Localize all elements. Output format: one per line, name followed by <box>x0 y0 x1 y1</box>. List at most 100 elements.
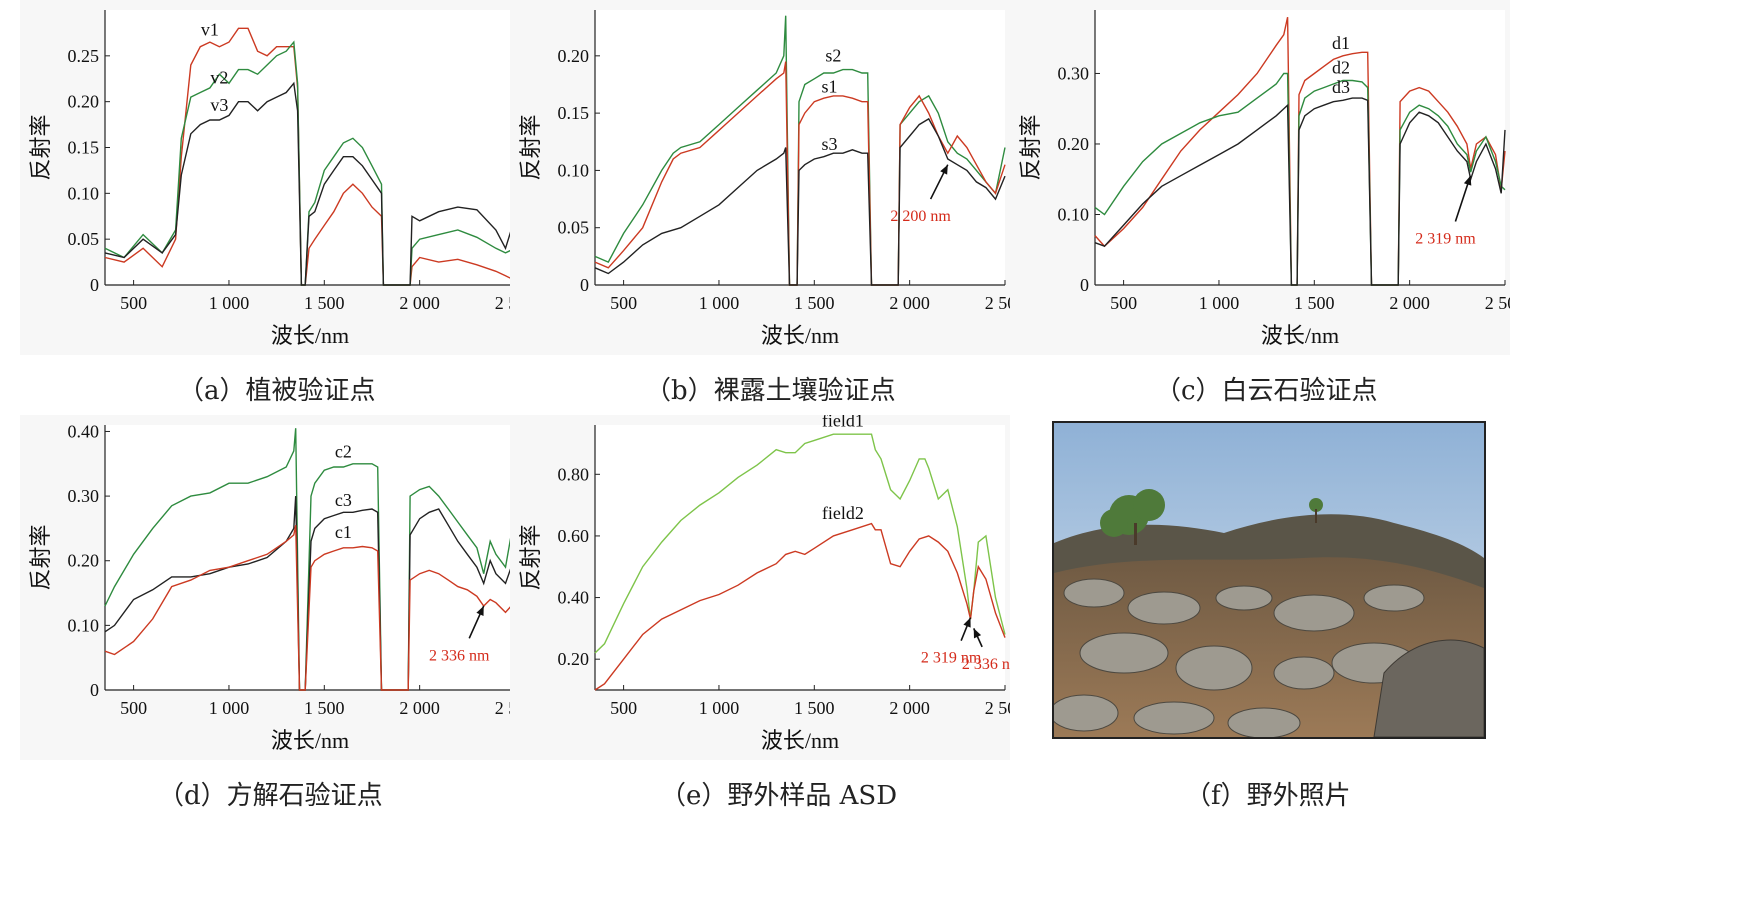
x-axis-label: 波长/nm <box>761 323 839 348</box>
x-tick-label: 1 500 <box>794 293 835 313</box>
y-tick-label: 0.20 <box>1058 134 1090 154</box>
x-tick-label: 500 <box>610 293 637 313</box>
y-tick-label: 0.40 <box>68 421 100 441</box>
x-axis-label: 波长/nm <box>1261 323 1339 348</box>
x-tick-label: 1 000 <box>209 293 250 313</box>
x-tick-label: 1 000 <box>1199 293 1240 313</box>
plot-area <box>595 10 1005 285</box>
x-tick-label: 1 500 <box>794 698 835 718</box>
series-label-d3: d3 <box>1332 77 1350 97</box>
series-label-c2: c2 <box>335 441 352 461</box>
x-tick-label: 500 <box>120 293 147 313</box>
series-line-c3 <box>104 496 516 691</box>
series-label-field2: field2 <box>822 503 864 523</box>
y-axis-label: 反射率 <box>28 114 53 180</box>
x-axis-label: 波长/nm <box>271 728 349 753</box>
caption-b: （b）裸露土壤验证点 <box>645 376 896 406</box>
series-line-v3 <box>104 81 516 286</box>
y-tick-label: 0.30 <box>68 486 100 506</box>
chart-c: 500 1 000 1 500 2 000 2 500 0 0.10 0.20 0.30 波长/n… <box>1010 0 1525 355</box>
series-line-d2 <box>1094 72 1506 286</box>
x-axis-label: 波长/nm <box>761 728 839 753</box>
y-tick-label: 0.20 <box>558 46 590 66</box>
plot-area <box>105 10 515 285</box>
caption-f: （f）野外照片 <box>1185 781 1351 811</box>
x-tick-label: 500 <box>120 698 147 718</box>
x-tick-label: 500 <box>610 698 637 718</box>
x-tick-label: 1 000 <box>699 293 740 313</box>
series-label-v3: v3 <box>210 95 228 115</box>
field-photo <box>1052 421 1486 739</box>
field-photo-illustration <box>1054 423 1484 737</box>
y-tick-label: 0.10 <box>1058 204 1090 224</box>
y-axis-label: 反射率 <box>28 524 53 590</box>
caption-a: （a）植被验证点 <box>178 376 376 406</box>
y-axis-label: 反射率 <box>518 114 543 180</box>
y-tick-label: 0.15 <box>558 103 590 123</box>
series-label-c3: c3 <box>335 490 352 510</box>
x-tick-label: 1 000 <box>699 698 740 718</box>
x-tick-label: 1 000 <box>209 698 250 718</box>
annotation-arrowhead <box>963 617 971 628</box>
y-tick-label: 0.60 <box>558 526 590 546</box>
y-tick-label: 0.20 <box>68 551 100 571</box>
series-line-field2 <box>594 522 1006 691</box>
x-tick-label: 2 000 <box>399 698 440 718</box>
annotation-arrowhead <box>973 628 982 639</box>
annotation-label: 2 200 nm <box>890 208 951 225</box>
caption-e: （e）野外样品 ASD <box>660 781 898 811</box>
y-tick-label: 0 <box>90 275 99 295</box>
x-tick-label: 2 000 <box>1389 293 1430 313</box>
x-tick-label: 2 500 <box>985 698 1010 718</box>
y-tick-label: 0.10 <box>68 615 100 635</box>
y-tick-label: 0.15 <box>68 138 100 158</box>
y-tick-label: 0 <box>1080 275 1089 295</box>
series-line-field1 <box>594 433 1006 654</box>
y-tick-label: 0.10 <box>68 183 100 203</box>
annotation-label: 2 336 nm <box>429 647 490 664</box>
caption-d: （d）方解石验证点 <box>158 781 383 811</box>
series-label-s3: s3 <box>822 134 838 154</box>
panel-b: 500 1 000 1 500 2 000 2 500 0 0.05 0.10 0.15 0.20… <box>510 0 1025 355</box>
panel-e: 500 1 000 1 500 2 000 2 500 0.20 0.40 0.60 0.80 波… <box>510 411 1025 760</box>
y-tick-label: 0.20 <box>558 649 590 669</box>
series-label-s1: s1 <box>822 77 838 97</box>
series-line-d3 <box>1094 97 1506 286</box>
x-tick-label: 1 500 <box>304 698 345 718</box>
annotation-label: 2 336 nm <box>962 656 1010 673</box>
annotation-label: 2 319 nm <box>921 650 982 667</box>
x-tick-label: 1 500 <box>304 293 345 313</box>
series-line-s1 <box>594 61 1006 286</box>
series-label-v2: v2 <box>210 67 228 87</box>
y-tick-label: 0.05 <box>558 218 590 238</box>
x-tick-label: 2 000 <box>889 293 930 313</box>
series-label-s2: s2 <box>825 46 841 66</box>
y-tick-label: 0.20 <box>68 92 100 112</box>
plot-area <box>595 425 1005 690</box>
series-line-c1 <box>104 525 516 691</box>
series-line-s2 <box>594 15 1006 286</box>
y-tick-label: 0.40 <box>558 588 590 608</box>
y-tick-label: 0.80 <box>558 464 590 484</box>
series-label-v1: v1 <box>201 20 219 40</box>
series-line-c2 <box>104 428 516 691</box>
y-axis-label: 反射率 <box>1018 114 1043 180</box>
x-tick-label: 2 000 <box>889 698 930 718</box>
annotation-arrowhead <box>1463 175 1472 186</box>
series-label-field1: field1 <box>822 415 864 431</box>
y-tick-label: 0.10 <box>558 160 590 180</box>
series-label-d1: d1 <box>1332 33 1350 53</box>
chart-b: 500 1 000 1 500 2 000 2 500 0 0.05 0.10 0.15 0.20… <box>510 0 1025 355</box>
x-tick-label: 1 500 <box>1294 293 1335 313</box>
y-axis-label: 反射率 <box>518 524 543 590</box>
series-line-s3 <box>594 117 1006 286</box>
annotation-arrowhead <box>940 164 948 175</box>
y-tick-label: 0.30 <box>1058 63 1090 83</box>
y-tick-label: 0 <box>90 680 99 700</box>
series-label-c1: c1 <box>335 522 352 542</box>
caption-c: （c）白云石验证点 <box>1155 376 1378 406</box>
